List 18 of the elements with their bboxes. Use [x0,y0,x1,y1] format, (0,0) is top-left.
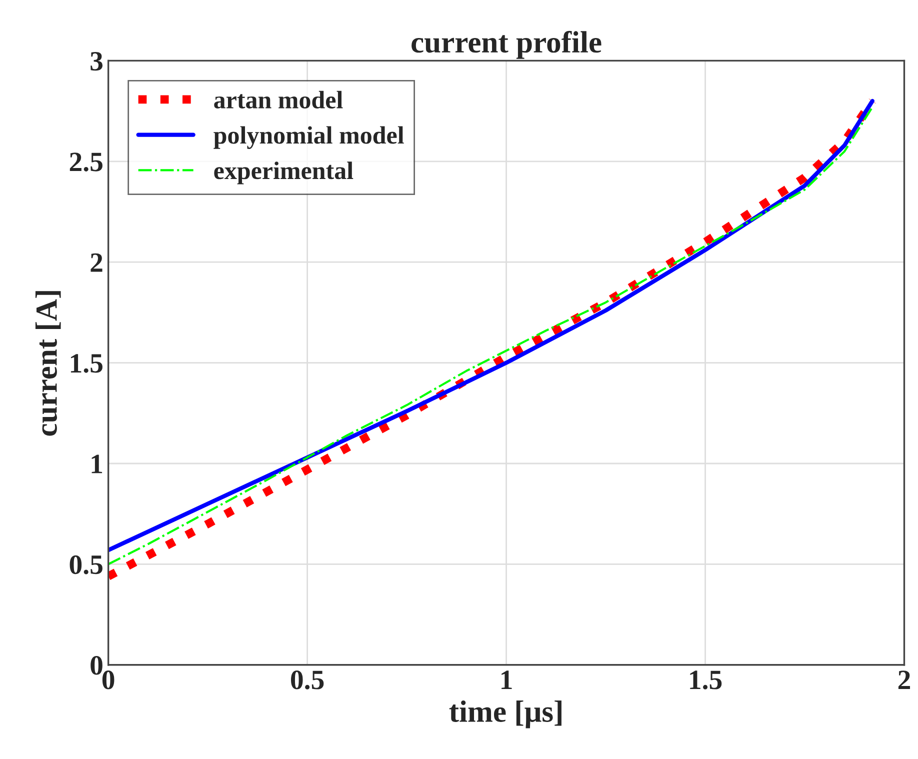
legend-label: experimental [214,162,354,184]
legend-label: polynomial model [214,126,404,149]
y-axis-title: current [A] [35,291,61,436]
y-tick-label: 2.5 [70,152,102,172]
x-tick-label: 2 [898,670,910,690]
y-tick-label: 3 [90,52,103,71]
y-tick-label: 1 [92,454,102,474]
x-tick-label: 1 [502,670,512,690]
y-tick-label: 1.5 [70,354,102,373]
legend-label: artan model [214,90,343,108]
x-tick-label: 1.5 [690,670,722,690]
y-tick-label: 2 [90,253,102,272]
x-tick-label: 0.5 [291,670,324,690]
y-tick-label: 0.5 [70,555,102,574]
x-tick-label: 0 [102,670,114,690]
y-tick-label: 0 [90,656,102,675]
x-axis-title: time [μs] [449,700,562,728]
chart-title: current profile [412,30,602,59]
